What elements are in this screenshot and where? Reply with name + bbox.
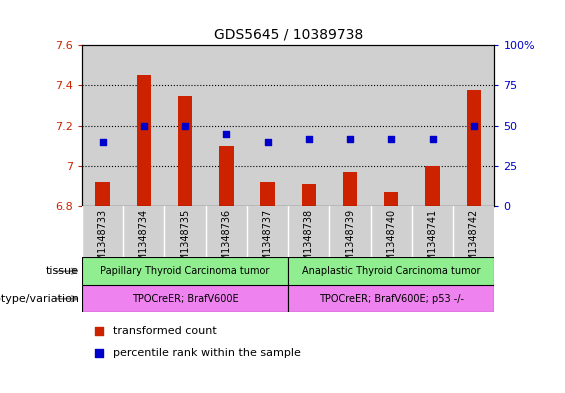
- Bar: [82, 45, 123, 206]
- Bar: [82, 257, 288, 285]
- Point: [428, 136, 437, 142]
- Point: [263, 139, 272, 145]
- Bar: [288, 285, 494, 312]
- Text: GSM1348736: GSM1348736: [221, 209, 231, 274]
- Point: [470, 123, 479, 129]
- Text: TPOCreER; BrafV600E; p53 -/-: TPOCreER; BrafV600E; p53 -/-: [319, 294, 464, 304]
- Bar: [247, 206, 288, 257]
- Bar: [371, 45, 412, 206]
- Text: GSM1348738: GSM1348738: [304, 209, 314, 274]
- Bar: [412, 206, 453, 257]
- Text: Anaplastic Thyroid Carcinoma tumor: Anaplastic Thyroid Carcinoma tumor: [302, 266, 480, 276]
- Text: GSM1348734: GSM1348734: [139, 209, 149, 274]
- Bar: [206, 206, 247, 257]
- Bar: [95, 182, 110, 206]
- Point: [94, 328, 104, 334]
- Text: percentile rank within the sample: percentile rank within the sample: [113, 348, 301, 358]
- Text: TPOCreER; BrafV600E: TPOCreER; BrafV600E: [132, 294, 238, 304]
- Text: GSM1348733: GSM1348733: [98, 209, 107, 274]
- Bar: [219, 146, 233, 206]
- Bar: [82, 285, 288, 312]
- Bar: [467, 90, 481, 206]
- Point: [98, 139, 107, 145]
- Text: GSM1348742: GSM1348742: [469, 209, 479, 274]
- Text: genotype/variation: genotype/variation: [0, 294, 79, 304]
- Bar: [82, 206, 123, 257]
- Text: GSM1348741: GSM1348741: [428, 209, 437, 274]
- Bar: [343, 172, 357, 206]
- Bar: [123, 206, 164, 257]
- Point: [305, 136, 314, 142]
- Bar: [164, 206, 206, 257]
- Bar: [123, 45, 164, 206]
- Text: GSM1348735: GSM1348735: [180, 209, 190, 274]
- Bar: [288, 45, 329, 206]
- Text: Papillary Thyroid Carcinoma tumor: Papillary Thyroid Carcinoma tumor: [101, 266, 270, 276]
- Bar: [247, 45, 288, 206]
- Point: [181, 123, 190, 129]
- Bar: [260, 182, 275, 206]
- Bar: [329, 45, 371, 206]
- Text: GSM1348740: GSM1348740: [386, 209, 396, 274]
- Text: GSM1348737: GSM1348737: [263, 209, 272, 274]
- Bar: [453, 45, 494, 206]
- Title: GDS5645 / 10389738: GDS5645 / 10389738: [214, 27, 363, 41]
- Bar: [164, 45, 206, 206]
- Text: GSM1348739: GSM1348739: [345, 209, 355, 274]
- Bar: [371, 206, 412, 257]
- Bar: [453, 206, 494, 257]
- Point: [139, 123, 148, 129]
- Text: transformed count: transformed count: [113, 326, 217, 336]
- Bar: [206, 45, 247, 206]
- Bar: [384, 192, 398, 206]
- Point: [346, 136, 355, 142]
- Bar: [178, 95, 192, 206]
- Bar: [288, 257, 494, 285]
- Bar: [137, 75, 151, 206]
- Point: [387, 136, 396, 142]
- Bar: [425, 166, 440, 206]
- Bar: [288, 206, 329, 257]
- Bar: [412, 45, 453, 206]
- Point: [94, 350, 104, 356]
- Bar: [329, 206, 371, 257]
- Point: [221, 130, 231, 137]
- Text: tissue: tissue: [46, 266, 79, 276]
- Bar: [302, 184, 316, 206]
